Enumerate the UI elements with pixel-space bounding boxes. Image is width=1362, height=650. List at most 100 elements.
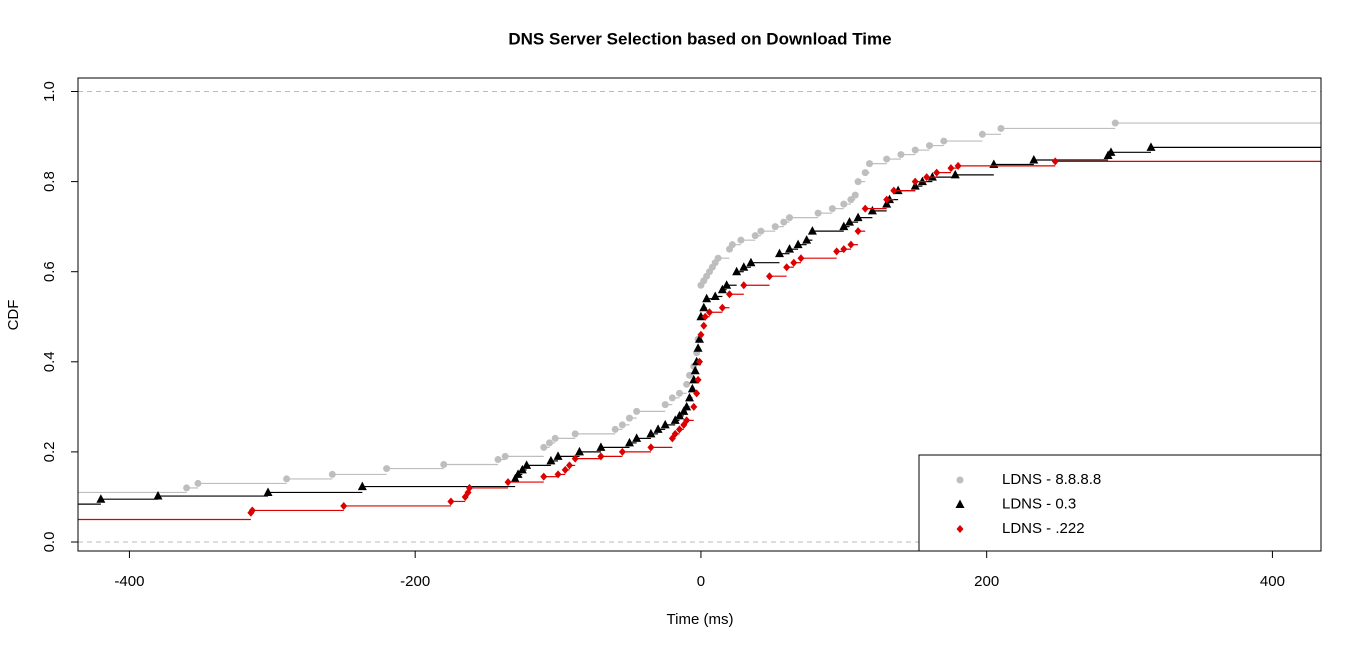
point <box>726 290 734 299</box>
point <box>737 236 745 244</box>
point <box>611 425 619 433</box>
point <box>866 160 874 168</box>
point <box>783 263 791 272</box>
point <box>933 168 941 177</box>
point <box>867 205 877 215</box>
point <box>510 473 520 483</box>
y-tick-label: 0.4 <box>41 351 58 372</box>
point <box>695 334 704 343</box>
point <box>701 312 709 321</box>
point <box>785 244 795 253</box>
point <box>950 169 960 179</box>
point <box>632 433 642 442</box>
x-tick-label: 200 <box>974 573 999 590</box>
y-tick-label: 1.0 <box>41 81 58 102</box>
point <box>504 478 512 487</box>
point <box>540 443 548 451</box>
point <box>440 461 448 469</box>
point <box>671 429 679 438</box>
point <box>717 284 727 294</box>
point <box>674 410 684 420</box>
point <box>883 155 891 163</box>
point <box>714 254 722 262</box>
point <box>699 302 709 312</box>
point <box>571 430 579 438</box>
plot-frame <box>77 77 1322 552</box>
point <box>39 499 48 508</box>
point <box>947 164 955 173</box>
point <box>194 479 202 487</box>
point <box>546 455 556 465</box>
point <box>861 169 869 177</box>
point <box>501 452 509 460</box>
point <box>790 258 798 267</box>
point <box>847 196 855 204</box>
point <box>771 223 779 231</box>
point <box>854 227 862 236</box>
point <box>814 209 822 217</box>
x-tick-label: -200 <box>400 573 430 590</box>
point <box>618 421 626 429</box>
point <box>696 357 703 366</box>
point <box>687 383 697 393</box>
point <box>633 407 641 415</box>
point <box>757 227 765 235</box>
point <box>917 176 927 186</box>
point <box>1106 147 1116 156</box>
point <box>517 464 527 474</box>
point <box>693 389 701 398</box>
point <box>845 217 855 226</box>
point <box>1051 157 1059 166</box>
point <box>522 460 532 469</box>
point <box>646 428 656 438</box>
point <box>571 454 579 463</box>
point <box>683 380 691 388</box>
point <box>954 161 962 170</box>
point <box>540 472 548 481</box>
legend-box <box>918 454 1322 552</box>
point <box>793 239 803 249</box>
point <box>786 214 794 222</box>
point <box>153 491 163 500</box>
x-tick-label: 400 <box>1260 573 1285 590</box>
point <box>283 475 291 483</box>
point <box>740 281 748 290</box>
y-tick-label: 0.8 <box>41 171 58 192</box>
x-tick-label: -400 <box>114 573 144 590</box>
x-tick-label: 0 <box>697 573 705 590</box>
point <box>700 321 708 330</box>
y-axis-label: CDF <box>5 300 22 331</box>
point <box>624 437 634 447</box>
point <box>833 247 841 256</box>
chart-title: DNS Server Selection based on Download T… <box>508 29 891 48</box>
point <box>710 291 720 300</box>
point <box>853 212 863 222</box>
point <box>383 465 391 473</box>
point <box>722 280 732 289</box>
point <box>728 241 736 249</box>
point <box>883 195 891 204</box>
legend-marker <box>955 499 965 508</box>
point <box>596 442 606 451</box>
point <box>911 146 919 154</box>
point <box>690 402 698 411</box>
point <box>940 137 948 145</box>
point <box>625 414 633 422</box>
point <box>780 218 788 226</box>
point <box>96 494 106 503</box>
point <box>840 245 848 254</box>
point <box>183 484 191 492</box>
point <box>675 425 683 434</box>
point <box>40 515 47 523</box>
point <box>340 501 348 510</box>
point <box>690 365 700 375</box>
point <box>732 266 742 276</box>
point <box>357 481 367 491</box>
point <box>926 142 934 150</box>
x-axis-label: Time (ms) <box>667 611 734 628</box>
point <box>494 456 502 464</box>
point <box>447 497 455 506</box>
point <box>706 308 714 317</box>
point <box>263 487 273 496</box>
